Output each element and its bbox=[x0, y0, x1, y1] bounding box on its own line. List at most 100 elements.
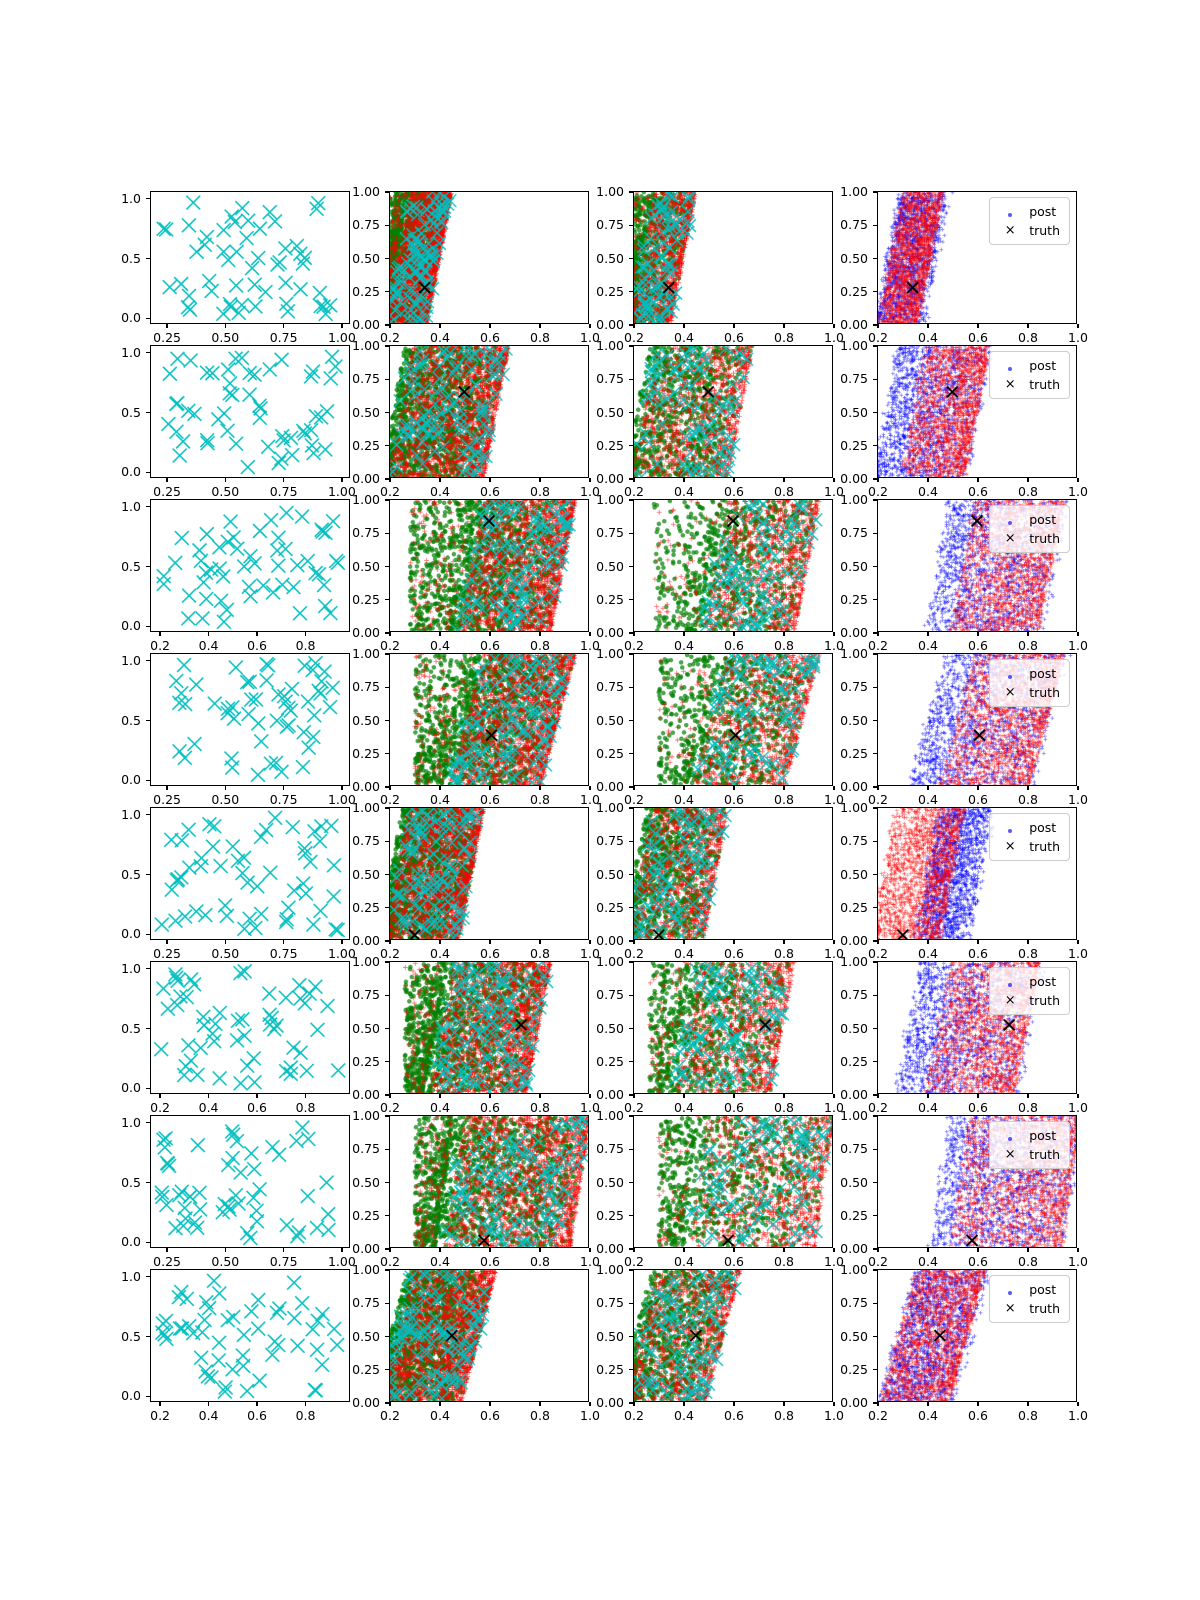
y-tick-label: 0.00 bbox=[596, 1394, 624, 1410]
x-tickmark bbox=[977, 324, 979, 329]
x-tickmark bbox=[833, 1248, 835, 1253]
x-tick-label: 1.0 bbox=[824, 484, 844, 499]
y-tickmark bbox=[872, 565, 877, 568]
x-tickmark bbox=[783, 1248, 785, 1253]
x-tick-label: 0.75 bbox=[269, 946, 298, 961]
x-tick-label: 0.8 bbox=[774, 1254, 794, 1269]
y-tick-label: 0.00 bbox=[596, 316, 624, 332]
x-tickmark bbox=[927, 324, 929, 329]
y-tick-label: 0.50 bbox=[840, 712, 868, 728]
y-tick-label: 1.00 bbox=[840, 183, 868, 199]
legend-truth-label: truth bbox=[1029, 223, 1060, 238]
x-tick-label: 0.4 bbox=[430, 792, 450, 807]
x-tick-label: 1.0 bbox=[824, 638, 844, 653]
x-tick-label: 0.8 bbox=[774, 946, 794, 961]
y-tick-label: 1.0 bbox=[121, 344, 141, 360]
x-tick-label: 0.50 bbox=[211, 792, 240, 807]
y-tick-label: 0.00 bbox=[596, 932, 624, 948]
x-tick-label: 0.8 bbox=[1018, 330, 1038, 345]
x-tickmark bbox=[439, 324, 441, 329]
y-tickmark bbox=[145, 625, 150, 628]
y-tick-label: 0.75 bbox=[840, 987, 868, 1002]
y-tick-label: 0.0 bbox=[121, 464, 141, 480]
y-tick-label: 0.00 bbox=[352, 778, 380, 794]
legend-item-truth: × truth bbox=[997, 683, 1060, 702]
x-tickmark bbox=[207, 1094, 210, 1099]
y-tickmark bbox=[384, 1335, 389, 1338]
x-tickmark bbox=[256, 632, 258, 637]
y-tickmark bbox=[384, 291, 389, 293]
y-tickmark bbox=[384, 411, 389, 414]
y-tickmark bbox=[384, 599, 389, 601]
y-tick-label: 0.25 bbox=[840, 437, 868, 453]
x-tick-label: 0.4 bbox=[198, 638, 219, 653]
x-tickmark bbox=[1027, 940, 1029, 945]
truth-x-icon: × bbox=[1004, 223, 1016, 238]
x-tick-label: 1.0 bbox=[580, 1100, 600, 1115]
x-tickmark bbox=[1077, 1248, 1079, 1253]
y-tick-label: 1.00 bbox=[840, 1107, 868, 1123]
x-tickmark bbox=[489, 1248, 491, 1253]
x-tickmark bbox=[877, 324, 879, 329]
y-tickmark bbox=[872, 1369, 877, 1371]
legend-truth-label: truth bbox=[1029, 993, 1060, 1008]
x-tickmark bbox=[389, 786, 391, 791]
x-tickmark bbox=[304, 632, 307, 637]
x-tick-label: 0.4 bbox=[674, 484, 694, 499]
scatter-canvas bbox=[151, 346, 349, 477]
y-tick-label: 0.00 bbox=[352, 1086, 380, 1102]
scatter-canvas bbox=[390, 346, 588, 477]
y-tick-label: 1.00 bbox=[352, 183, 380, 199]
subplot-row7-col3: 0.2 0.4 0.6 0.8 1.0 0.00 0.25 0.50 0.75 1.00 bbox=[596, 1109, 844, 1267]
subplot-row2-col3: 0.2 0.4 0.6 0.8 1.0 0.00 0.25 0.50 0.75 1.00 bbox=[596, 339, 844, 497]
y-tickmark bbox=[628, 873, 633, 876]
x-tick-label: 1.0 bbox=[1068, 638, 1088, 653]
x-tickmark bbox=[166, 478, 168, 483]
x-tickmark bbox=[1077, 632, 1079, 637]
y-tickmark bbox=[872, 961, 877, 963]
y-tickmark bbox=[872, 907, 877, 909]
y-tick-label: 0.00 bbox=[352, 470, 380, 486]
x-tick-label: 0.4 bbox=[918, 946, 938, 961]
y-tickmark bbox=[145, 565, 150, 568]
x-tickmark bbox=[1077, 478, 1079, 483]
y-tick-label: 1.00 bbox=[352, 645, 380, 661]
x-tick-label: 1.0 bbox=[580, 330, 600, 345]
post-dot-icon bbox=[1008, 1291, 1013, 1295]
legend-truth-label: truth bbox=[1029, 531, 1060, 546]
x-tick-label: 0.8 bbox=[295, 1100, 316, 1115]
y-tickmark bbox=[384, 445, 389, 447]
x-tick-label: 0.2 bbox=[868, 638, 888, 653]
y-tick-label: 0.75 bbox=[596, 217, 624, 232]
x-tickmark bbox=[341, 786, 343, 791]
subplot-row2-col4: 0.2 0.4 0.6 0.8 1.0 0.00 0.25 0.50 0.75 1.00 post ×… bbox=[840, 339, 1088, 497]
scatter-canvas bbox=[390, 962, 588, 1093]
y-tick-label: 0.00 bbox=[840, 932, 868, 948]
x-tickmark bbox=[733, 1094, 735, 1099]
x-tickmark bbox=[683, 1248, 685, 1253]
x-tickmark bbox=[1027, 1094, 1029, 1099]
y-tick-label: 0.50 bbox=[352, 1328, 380, 1344]
x-tickmark bbox=[439, 1094, 441, 1099]
y-tick-label: 1.00 bbox=[352, 1261, 380, 1277]
y-tick-label: 1.0 bbox=[121, 960, 141, 976]
truth-x-icon: × bbox=[1004, 839, 1016, 854]
x-tick-label: 0.6 bbox=[480, 792, 500, 807]
y-tickmark bbox=[145, 257, 150, 260]
y-tick-label: 0.75 bbox=[596, 833, 624, 848]
y-tickmark bbox=[145, 1395, 150, 1398]
y-tickmark bbox=[384, 478, 389, 480]
x-tickmark bbox=[683, 324, 685, 329]
y-tickmark bbox=[145, 411, 150, 414]
y-tickmark bbox=[628, 224, 633, 226]
x-tick-label: 1.0 bbox=[824, 1254, 844, 1269]
x-tick-label: 1.0 bbox=[1068, 1254, 1088, 1269]
subplot-row1-col4: 0.2 0.4 0.6 0.8 1.0 0.00 0.25 0.50 0.75 1.00 post ×… bbox=[840, 185, 1088, 343]
y-tick-label: 0.25 bbox=[596, 591, 624, 607]
x-tickmark bbox=[683, 1402, 685, 1407]
subplot-row5-col2: 0.2 0.4 0.6 0.8 1.0 0.00 0.25 0.50 0.75 1.00 bbox=[352, 801, 600, 959]
y-tick-label: 0.00 bbox=[840, 1240, 868, 1256]
y-tick-label: 0.75 bbox=[596, 525, 624, 540]
y-tick-label: 1.00 bbox=[840, 337, 868, 353]
legend-post-label: post bbox=[1029, 820, 1057, 835]
